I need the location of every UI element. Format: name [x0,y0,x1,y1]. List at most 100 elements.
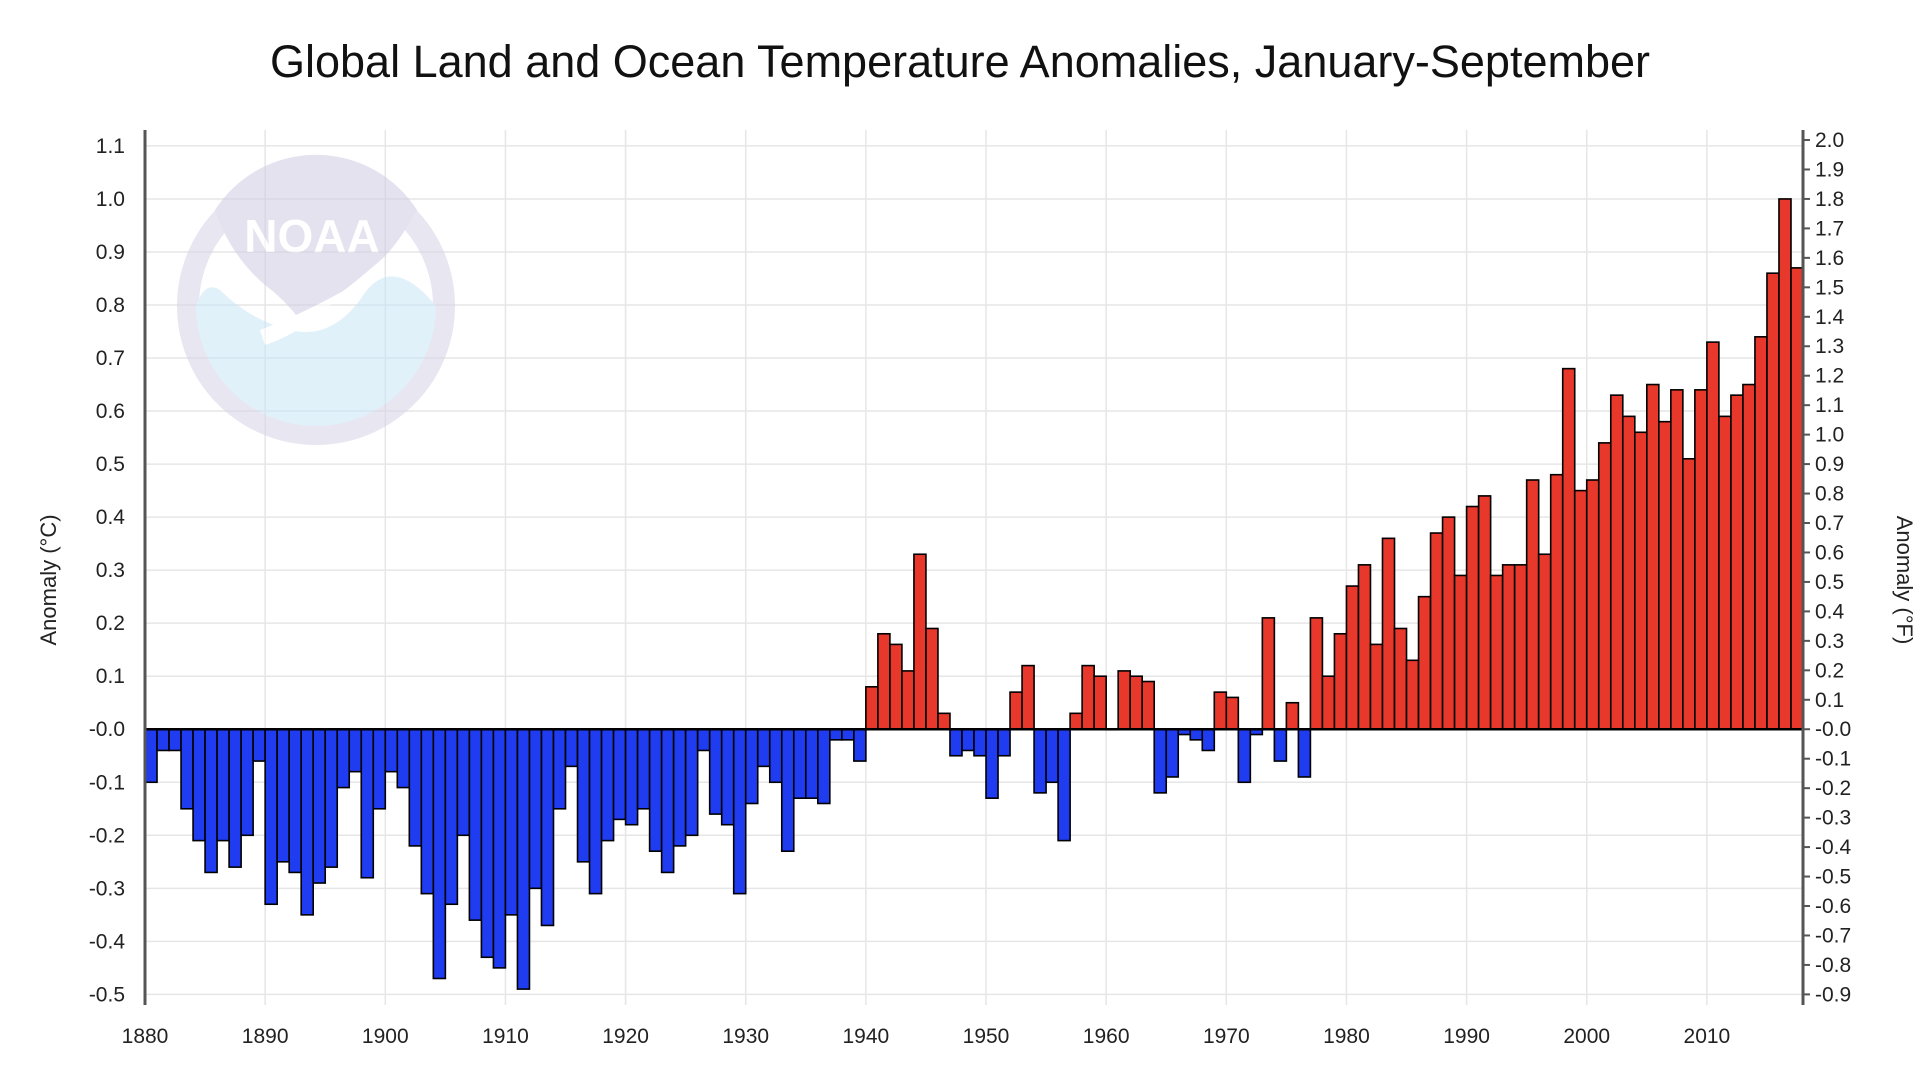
bar-1999 [1573,489,1588,731]
y-tick-label: 0.3 [96,559,125,582]
y2-tick-label: 1.4 [1815,306,1845,329]
bar-2016 [1778,198,1792,731]
x-tick-label: 2010 [1684,1025,1731,1048]
y2-tick-label: 1.7 [1815,217,1844,240]
y-axis-title-right: Anomaly (°F) [1892,516,1917,645]
bar-1979 [1333,632,1348,731]
y-tick-label: -0.3 [89,877,125,900]
bar-1951 [997,728,1011,757]
bar-1953 [1021,664,1035,731]
y2-tick-label: 1.6 [1815,247,1844,270]
bar-2011 [1718,415,1732,731]
bar-1910 [504,728,519,916]
bar-1924 [672,728,687,847]
x-tick-label: 1900 [362,1025,409,1048]
bar-1911 [516,728,531,990]
bar-2001 [1597,442,1612,731]
y2-tick-label: 0.3 [1815,630,1844,653]
bar-1919 [612,728,627,821]
bars [144,198,1804,990]
bar-1938 [841,728,855,741]
x-tick-label: 1950 [963,1025,1010,1048]
y2-tick-label: 1.9 [1815,158,1844,181]
bar-1967 [1189,728,1204,741]
bar-1978 [1321,675,1336,731]
bar-2017 [1790,267,1804,731]
x-tick-label: 1960 [1083,1025,1130,1048]
bar-2013 [1742,383,1756,731]
bar-1980 [1345,585,1360,731]
bar-1931 [756,728,771,768]
bar-2000 [1585,479,1600,731]
bar-1947 [949,728,963,757]
bar-1890 [264,728,278,906]
bar-1928 [720,728,735,826]
bar-1943 [901,670,915,731]
bar-1887 [228,728,242,868]
y-tick-label: -0.4 [89,930,126,953]
y-tick-label: 0.2 [96,612,125,635]
y-tick-label: 0.4 [96,506,126,529]
bar-1975 [1285,701,1300,731]
y-tick-label: -0.0 [89,718,125,741]
bar-1899 [372,728,387,810]
y2-tick-label: 1.5 [1815,276,1844,299]
bar-1893 [300,728,315,916]
bar-1940 [865,686,879,731]
bar-1934 [792,728,807,799]
bar-1904 [432,728,447,980]
bar-2015 [1766,272,1780,731]
bar-1922 [648,728,663,853]
bar-1996 [1537,553,1552,731]
y-tick-label: 0.8 [96,294,125,317]
bar-1973 [1261,617,1276,731]
x-tick-label: 1940 [843,1025,890,1048]
bar-1920 [624,728,639,826]
y2-tick-label: 1.0 [1815,424,1844,447]
bar-1898 [360,728,375,879]
bar-1971 [1237,728,1252,784]
noaa-logo-text: NOAA [244,210,379,262]
y2-tick-label: -0.6 [1815,895,1851,918]
y2-tick-label: -0.0 [1815,718,1851,741]
bar-1915 [564,728,579,768]
bar-1936 [817,728,831,805]
noaa-logo-watermark: NOAA [177,154,455,445]
y2-tick-label: 0.1 [1815,689,1844,712]
bar-1894 [312,728,327,884]
bar-1993 [1501,564,1516,731]
bar-1945 [925,627,939,731]
bar-1903 [420,728,435,895]
bar-1882 [168,728,182,752]
y2-tick-label: -0.1 [1815,748,1851,771]
bar-1968 [1201,728,1216,752]
bar-2014 [1754,336,1768,731]
y-tick-label: 1.0 [96,188,125,211]
bar-1912 [528,728,543,890]
bar-1976 [1297,728,1312,778]
x-tick-label: 1970 [1203,1025,1250,1048]
bar-1907 [468,728,483,921]
bar-1933 [780,728,795,853]
bar-1939 [853,728,867,762]
bar-1954 [1033,728,1047,794]
bar-1958 [1081,664,1095,731]
y-tick-label: 1.1 [96,135,125,158]
bar-1942 [889,643,903,731]
y2-tick-label: 1.2 [1815,365,1844,388]
bar-1955 [1045,728,1059,784]
bar-2010 [1706,341,1720,731]
x-tick-label: 1990 [1443,1025,1490,1048]
bar-2006 [1658,420,1672,731]
bar-1914 [552,728,567,810]
bar-1949 [973,728,987,757]
bar-2002 [1609,394,1624,731]
bar-1969 [1213,691,1228,731]
bar-1932 [768,728,783,784]
bar-1896 [336,728,351,789]
bar-1994 [1513,564,1528,731]
bar-1895 [324,728,339,868]
bar-1981 [1357,564,1372,731]
bar-1925 [684,728,699,837]
